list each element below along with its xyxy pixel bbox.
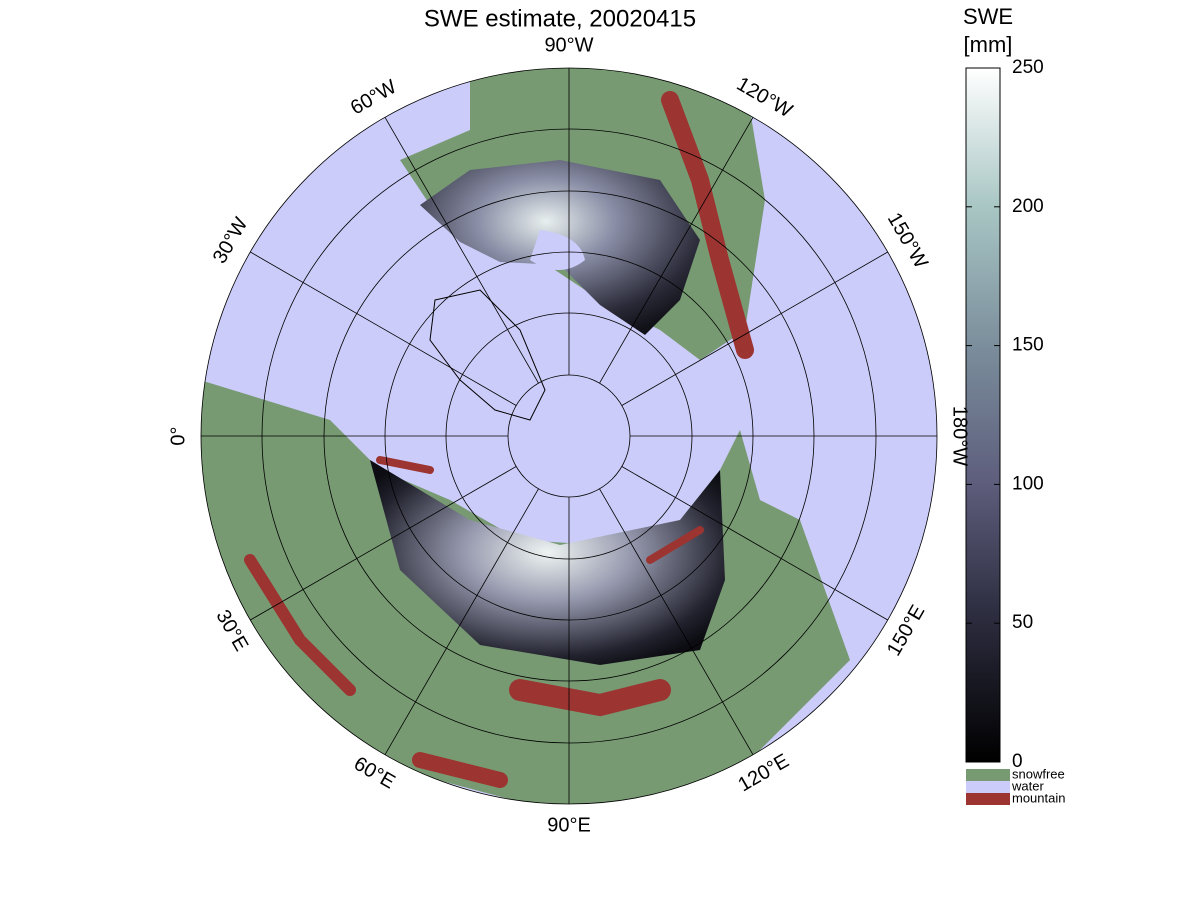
legend-label: mountain xyxy=(1012,790,1065,805)
greenland xyxy=(429,289,546,421)
longitude-label: 90°E xyxy=(547,814,591,836)
meridian xyxy=(599,117,754,384)
map xyxy=(201,68,937,804)
meridian xyxy=(621,466,888,621)
colorbar-tick-label: 50 xyxy=(1012,612,1033,633)
colorbar-title: [mm] xyxy=(964,32,1013,57)
map-title: SWE estimate, 20020415 xyxy=(424,5,696,32)
longitude-label: 30°E xyxy=(211,606,252,655)
meridian xyxy=(384,117,539,384)
longitude-label: 90°W xyxy=(544,34,593,56)
colorbar-tick-label: 0 xyxy=(1012,751,1023,772)
longitude-label: 0° xyxy=(167,426,189,445)
colorbar-tick-label: 150 xyxy=(1012,335,1044,356)
colorbar-tick-label: 250 xyxy=(1012,57,1044,78)
colorbar xyxy=(965,67,1001,763)
meridian xyxy=(384,488,539,755)
legend-label: water xyxy=(1011,778,1044,793)
graticule xyxy=(200,67,938,805)
legend-swatch xyxy=(966,781,1010,793)
legend-swatch xyxy=(966,769,1010,781)
colorbar-tick-label: 200 xyxy=(1012,196,1044,217)
colorbar-title: SWE xyxy=(963,4,1013,29)
legend-swatch xyxy=(966,793,1010,805)
legend-label: snowfree xyxy=(1012,766,1065,781)
colorbar-tick-label: 100 xyxy=(1012,473,1044,494)
snow-eurasia xyxy=(370,460,725,665)
mountains xyxy=(244,91,754,788)
meridian xyxy=(599,488,754,755)
meridian xyxy=(621,251,888,406)
longitude-label: 180°W xyxy=(949,406,971,466)
hudson-bay xyxy=(530,230,585,270)
meridian xyxy=(250,466,517,621)
longitude-label: 60°E xyxy=(350,753,399,794)
meridian xyxy=(250,251,517,406)
